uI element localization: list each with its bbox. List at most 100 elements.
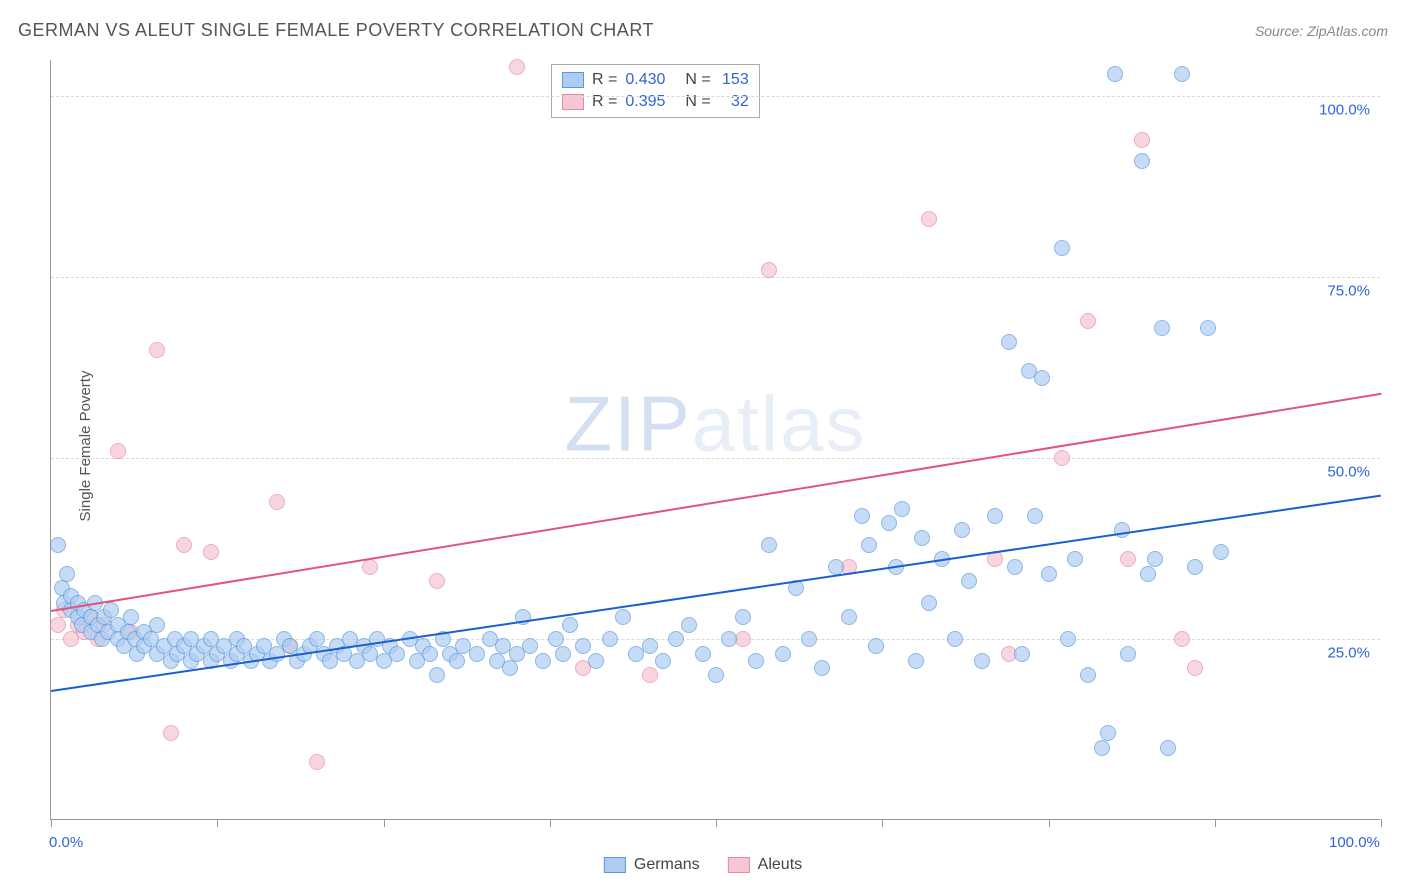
data-point — [1107, 66, 1123, 82]
data-point — [642, 667, 658, 683]
legend-swatch — [604, 857, 626, 873]
data-point — [1001, 334, 1017, 350]
data-point — [748, 653, 764, 669]
data-point — [868, 638, 884, 654]
gridline — [51, 458, 1380, 459]
data-point — [681, 617, 697, 633]
trend-line — [51, 494, 1381, 691]
legend-swatch — [562, 72, 584, 88]
data-point — [429, 667, 445, 683]
data-point — [947, 631, 963, 647]
data-point — [1154, 320, 1170, 336]
data-point — [668, 631, 684, 647]
legend-r-label: R = — [592, 91, 617, 113]
data-point — [562, 617, 578, 633]
data-point — [469, 646, 485, 662]
data-point — [1140, 566, 1156, 582]
data-point — [1213, 544, 1229, 560]
data-point — [775, 646, 791, 662]
data-point — [1187, 660, 1203, 676]
data-point — [1174, 66, 1190, 82]
legend-r-value: 0.395 — [625, 91, 665, 113]
data-point — [881, 515, 897, 531]
legend-row: R =0.395N =32 — [562, 91, 749, 113]
data-point — [588, 653, 604, 669]
data-point — [861, 537, 877, 553]
gridline — [51, 277, 1380, 278]
x-tick — [51, 819, 52, 827]
data-point — [362, 559, 378, 575]
legend-n-label: N = — [685, 69, 710, 91]
data-point — [735, 609, 751, 625]
data-point — [1100, 725, 1116, 741]
y-tick-label: 50.0% — [1327, 464, 1370, 481]
data-point — [422, 646, 438, 662]
data-point — [203, 544, 219, 560]
data-point — [1080, 313, 1096, 329]
watermark: ZIPatlas — [564, 379, 866, 470]
data-point — [721, 631, 737, 647]
data-point — [908, 653, 924, 669]
data-point — [1067, 551, 1083, 567]
data-point — [615, 609, 631, 625]
data-point — [149, 617, 165, 633]
data-point — [1114, 522, 1130, 538]
chart-title: GERMAN VS ALEUT SINGLE FEMALE POVERTY CO… — [18, 20, 654, 41]
data-point — [1094, 740, 1110, 756]
data-point — [1060, 631, 1076, 647]
data-point — [575, 638, 591, 654]
data-point — [1054, 450, 1070, 466]
data-point — [761, 537, 777, 553]
legend-r-value: 0.430 — [625, 69, 665, 91]
data-point — [176, 537, 192, 553]
data-point — [695, 646, 711, 662]
x-tick — [384, 819, 385, 827]
legend-series-name: Aleuts — [758, 856, 802, 874]
data-point — [1134, 153, 1150, 169]
data-point — [522, 638, 538, 654]
data-point — [761, 262, 777, 278]
y-tick-label: 100.0% — [1319, 102, 1370, 119]
legend-item: Aleuts — [728, 856, 802, 874]
data-point — [1014, 646, 1030, 662]
data-point — [1200, 320, 1216, 336]
data-point — [1147, 551, 1163, 567]
correlation-legend: R =0.430N =153R =0.395N =32 — [551, 64, 760, 118]
data-point — [828, 559, 844, 575]
data-point — [954, 522, 970, 538]
legend-item: Germans — [604, 856, 700, 874]
data-point — [1160, 740, 1176, 756]
x-tick — [550, 819, 551, 827]
legend-r-label: R = — [592, 69, 617, 91]
data-point — [149, 342, 165, 358]
data-point — [123, 609, 139, 625]
data-point — [961, 573, 977, 589]
x-tick — [716, 819, 717, 827]
data-point — [814, 660, 830, 676]
y-tick-label: 25.0% — [1327, 645, 1370, 662]
data-point — [1080, 667, 1096, 683]
data-point — [269, 494, 285, 510]
x-tick — [1215, 819, 1216, 827]
data-point — [602, 631, 618, 647]
y-tick-label: 75.0% — [1327, 283, 1370, 300]
x-tick — [1381, 819, 1382, 827]
data-point — [309, 754, 325, 770]
data-point — [50, 537, 66, 553]
data-point — [1027, 508, 1043, 524]
series-legend: Germans Aleuts — [604, 856, 802, 874]
data-point — [708, 667, 724, 683]
data-point — [642, 638, 658, 654]
data-point — [59, 566, 75, 582]
x-tick-label: 100.0% — [1329, 834, 1380, 851]
data-point — [429, 573, 445, 589]
data-point — [974, 653, 990, 669]
x-tick — [1049, 819, 1050, 827]
data-point — [509, 59, 525, 75]
data-point — [110, 443, 126, 459]
data-point — [535, 653, 551, 669]
data-point — [914, 530, 930, 546]
legend-n-value: 153 — [719, 69, 749, 91]
source-attribution: Source: ZipAtlas.com — [1255, 23, 1388, 39]
data-point — [1041, 566, 1057, 582]
